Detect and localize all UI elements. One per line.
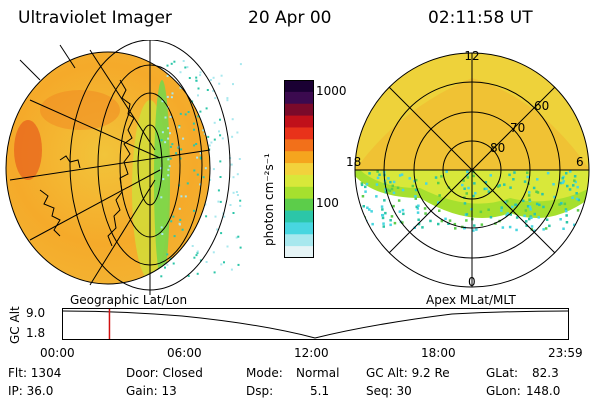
ip-value: IP: 36.0 [8,384,54,398]
mlt-label-left: 18 [346,155,361,169]
gcalt-value: GC Alt: 9.2 Re [366,366,450,380]
time-label: 02:11:58 UT [428,8,533,28]
mode-value: Normal [296,366,340,380]
glat-label: GLat: [486,366,519,380]
colorbar-swatch [284,127,314,140]
colorbar-swatch [284,234,314,247]
colorbar-unit-label: photon cm⁻²s⁻¹ [262,153,276,246]
colorbar-swatch [284,222,314,235]
colorbar-swatch [284,91,314,105]
door-value: Door: Closed [126,366,203,380]
date-label: 20 Apr 00 [248,8,332,28]
colorbar-swatch [284,163,314,176]
colorbar-swatch [284,139,314,152]
mlat-label-80: 80 [490,141,505,155]
colorbar-swatch [284,80,314,93]
dsp-label: Dsp: [246,384,274,398]
colorbar-swatch [284,186,314,200]
mlt-label-top: 12 [464,49,479,63]
geographic-projection-label: Geographic Lat/Lon [70,293,188,307]
flt-value: Flt: 1304 [8,366,62,380]
mode-label: Mode: [246,366,283,380]
timeline-xtick-0600: 06:00 [167,346,202,360]
glon-value: 148.0 [526,384,561,398]
dsp-value: 5.1 [310,384,330,398]
colorbar-swatch [284,151,314,164]
polar-mlat-mlt-plot: 12 18 6 0 60 70 80 [346,49,590,288]
apex-projection-label: Apex MLat/MLT [426,293,516,307]
mlt-label-bottom: 0 [468,275,476,288]
mlat-label-70: 70 [510,121,525,135]
timeline-xtick-2359: 23:59 [548,346,583,360]
timeline-xtick-1200: 12:00 [294,346,329,360]
glon-label: GLon: [486,384,521,398]
colorbar [284,80,314,258]
seq-value: Seq: 30 [366,384,412,398]
gain-value: Gain: 13 [126,384,177,398]
colorbar-tick-1000: 1000 [316,84,347,98]
mlat-label-60: 60 [534,99,549,113]
timeline-ylabel: GC Alt [8,306,22,344]
mlt-label-right: 6 [576,155,584,169]
colorbar-swatch [284,198,314,212]
timeline-ytick-high: 9.0 [26,306,46,320]
colorbar-swatch [284,115,314,128]
geographic-globe-image [5,40,242,295]
colorbar-swatch [284,246,314,258]
instrument-title: Ultraviolet Imager [18,8,172,28]
colorbar-swatch [284,103,314,117]
timeline-ytick-low: 1.8 [26,326,46,340]
glat-value: 82.3 [532,366,559,380]
timeline-xtick-0000: 00:00 [40,346,75,360]
colorbar-tick-100: 100 [316,196,339,210]
colorbar-swatch [284,210,314,223]
timeline-plot [62,308,569,340]
colorbar-swatch [284,174,314,188]
timeline-xtick-1800: 18:00 [421,346,456,360]
